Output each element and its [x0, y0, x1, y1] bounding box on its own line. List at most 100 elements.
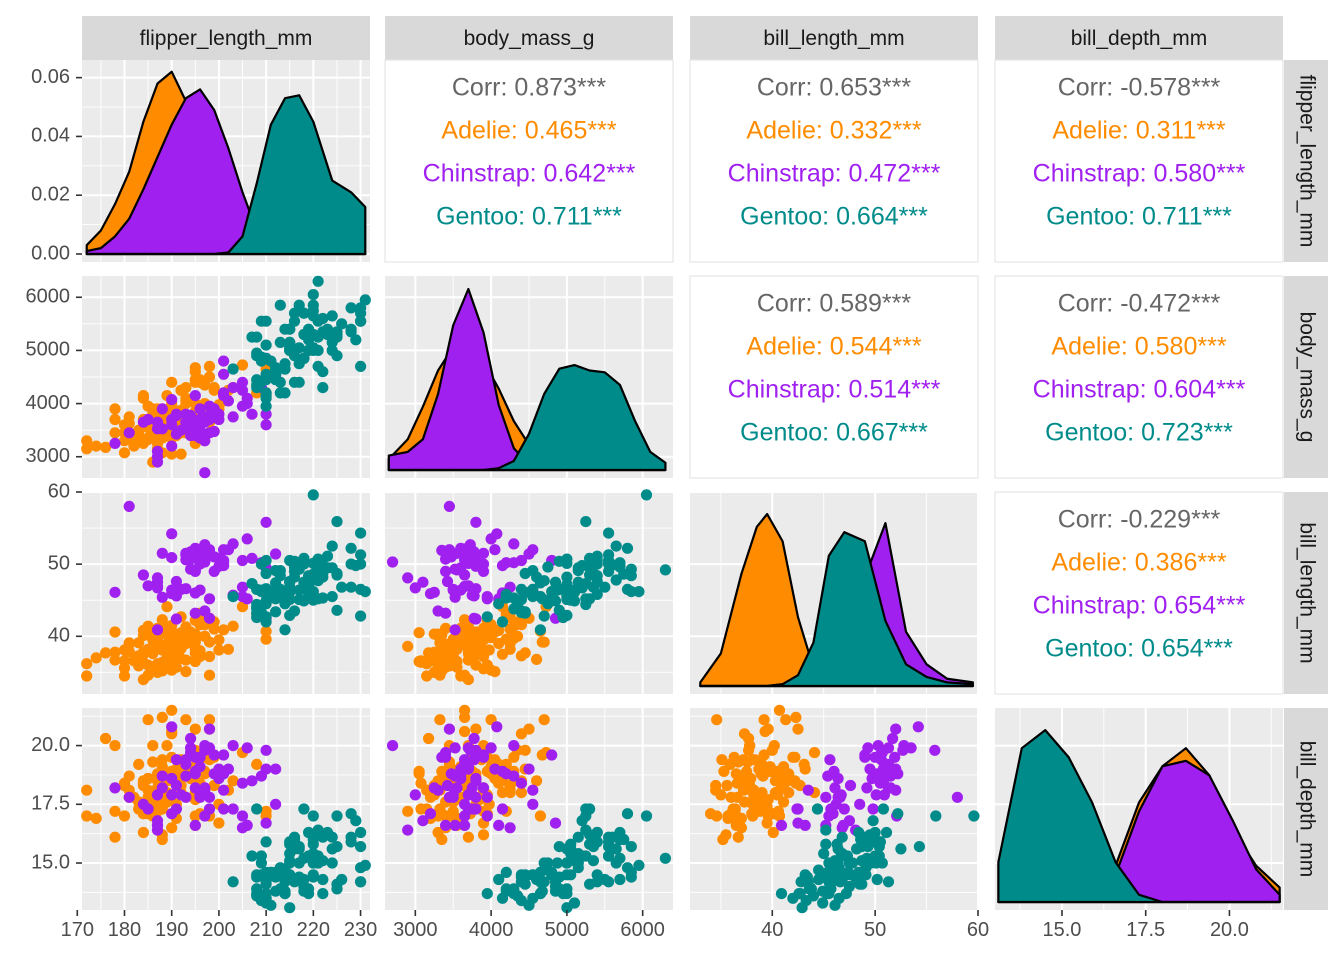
y-axis-tick-label: 0.00 — [31, 242, 70, 264]
y-axis-tick-label: 15.0 — [31, 851, 70, 873]
scatter-point-gentoo — [321, 323, 334, 335]
scatter-point-chinstrap — [199, 416, 211, 428]
scatter-point-adelie — [710, 779, 722, 792]
scatter-point-adelie — [780, 714, 792, 726]
scatter-point-gentoo — [580, 516, 592, 528]
scatter-point-chinstrap — [194, 751, 206, 763]
scatter-point-adelie — [133, 758, 145, 771]
scatter-point-chinstrap — [213, 552, 225, 565]
scatter-point-gentoo — [832, 857, 844, 869]
scatter-point-gentoo — [260, 836, 272, 848]
scatter-point-gentoo — [855, 833, 867, 846]
scatter-point-adelie — [758, 749, 770, 761]
scatter-point-adelie — [711, 714, 723, 726]
correlation-overall-label: Corr: -0.229*** — [1058, 506, 1221, 534]
scatter-point-gentoo — [580, 824, 592, 836]
scatter-point-gentoo — [274, 336, 286, 348]
density-curve-gentoo — [699, 531, 974, 688]
scatter-point-chinstrap — [180, 791, 192, 803]
scatter-point-gentoo — [542, 598, 554, 610]
scatter-point-chinstrap — [496, 803, 509, 815]
scatter-point-gentoo — [867, 815, 879, 827]
scatter-point-adelie — [118, 447, 131, 459]
scatter-point-chinstrap — [218, 749, 230, 761]
scatter-point-chinstrap — [156, 547, 168, 559]
scatter-point-gentoo — [260, 400, 272, 412]
scatter-point-chinstrap — [508, 770, 520, 782]
scatter-point-chinstrap — [468, 754, 480, 766]
scatter-point-gentoo — [553, 871, 565, 883]
y-axis-tick-label: 50 — [48, 552, 70, 574]
scatter-point-gentoo — [312, 331, 324, 343]
scatter-point-gentoo — [317, 312, 329, 325]
scatter-point-adelie — [142, 400, 154, 412]
scatter-point-gentoo — [599, 581, 611, 593]
scatter-point-adelie — [194, 376, 206, 388]
scatter-point-chinstrap — [227, 803, 239, 815]
scatter-point-gentoo — [336, 581, 348, 593]
scatter-point-adelie — [81, 658, 93, 670]
scatter-point-gentoo — [606, 831, 619, 843]
scatter-point-gentoo — [298, 595, 310, 607]
scatter-point-gentoo — [621, 583, 634, 596]
correlation-panel-background — [384, 59, 674, 263]
column-strip-bill_depth_mm: bill_depth_mm — [995, 16, 1283, 60]
scatter-point-adelie — [758, 714, 770, 726]
column-strip-background — [690, 16, 978, 60]
scatter-point-gentoo — [303, 578, 315, 590]
scatter-point-adelie — [189, 653, 201, 666]
scatter-point-adelie — [746, 808, 758, 820]
scatter-point-chinstrap — [260, 744, 272, 756]
scatter-point-adelie — [423, 732, 435, 745]
scatter-point-gentoo — [840, 888, 852, 900]
scatter-point-gentoo — [279, 358, 291, 370]
panel-r0-c1: Corr: 0.873*** Adelie: 0.465*** Chinstrap:… — [384, 59, 674, 263]
scatter-point-chinstrap — [871, 770, 883, 782]
scatter-point-gentoo — [820, 824, 832, 836]
scatter-point-chinstrap — [443, 723, 455, 735]
scatter-point-adelie — [462, 622, 474, 635]
scatter-point-chinstrap — [527, 784, 539, 796]
scatter-point-chinstrap — [825, 803, 837, 815]
scatter-point-chinstrap — [459, 819, 471, 832]
scatter-point-gentoo — [775, 888, 788, 900]
scatter-point-gentoo — [307, 305, 319, 317]
row-strip-bill_length_mm: bill_length_mm — [1284, 492, 1328, 694]
scatter-point-gentoo — [279, 624, 291, 636]
scatter-point-gentoo — [603, 549, 615, 561]
scatter-point-gentoo — [307, 833, 319, 846]
scatter-point-chinstrap — [218, 368, 230, 380]
correlation-species-label: Adelie: 0.580*** — [1051, 333, 1226, 361]
correlation-panel-background — [994, 59, 1284, 263]
row-strip-label: bill_length_mm — [1295, 522, 1318, 663]
scatter-point-chinstrap — [246, 552, 258, 565]
correlation-overall-label: Corr: -0.472*** — [1058, 290, 1221, 318]
scatter-point-gentoo — [860, 869, 872, 881]
scatter-point-chinstrap — [109, 437, 121, 449]
scatter-point-adelie — [166, 704, 178, 716]
scatter-point-gentoo — [882, 876, 895, 888]
scatter-point-adelie — [166, 376, 178, 388]
scatter-point-chinstrap — [477, 547, 490, 559]
scatter-point-gentoo — [307, 871, 319, 883]
scatter-point-gentoo — [246, 850, 258, 862]
scatter-point-chinstrap — [792, 803, 804, 815]
scatter-point-gentoo — [260, 595, 272, 607]
scatter-point-adelie — [175, 384, 187, 396]
scatter-point-chinstrap — [489, 763, 501, 775]
scatter-point-adelie — [773, 704, 786, 716]
scatter-point-chinstrap — [109, 586, 121, 598]
x-axis-tick-label: 3000 — [393, 919, 438, 941]
scatter-point-chinstrap — [170, 779, 182, 792]
column-strip-label: flipper_length_mm — [140, 27, 313, 50]
scatter-point-chinstrap — [218, 387, 230, 399]
scatter-point-chinstrap — [838, 803, 850, 815]
y-axis-tick-label: 40 — [48, 625, 70, 647]
scatter-point-gentoo — [345, 302, 357, 314]
scatter-point-gentoo — [260, 567, 272, 580]
scatter-point-chinstrap — [890, 723, 902, 735]
correlation-species-label: Chinstrap: 0.654*** — [1033, 592, 1246, 620]
scatter-point-chinstrap — [451, 782, 463, 794]
scatter-point-gentoo — [843, 857, 856, 869]
scatter-point-gentoo — [817, 897, 829, 909]
